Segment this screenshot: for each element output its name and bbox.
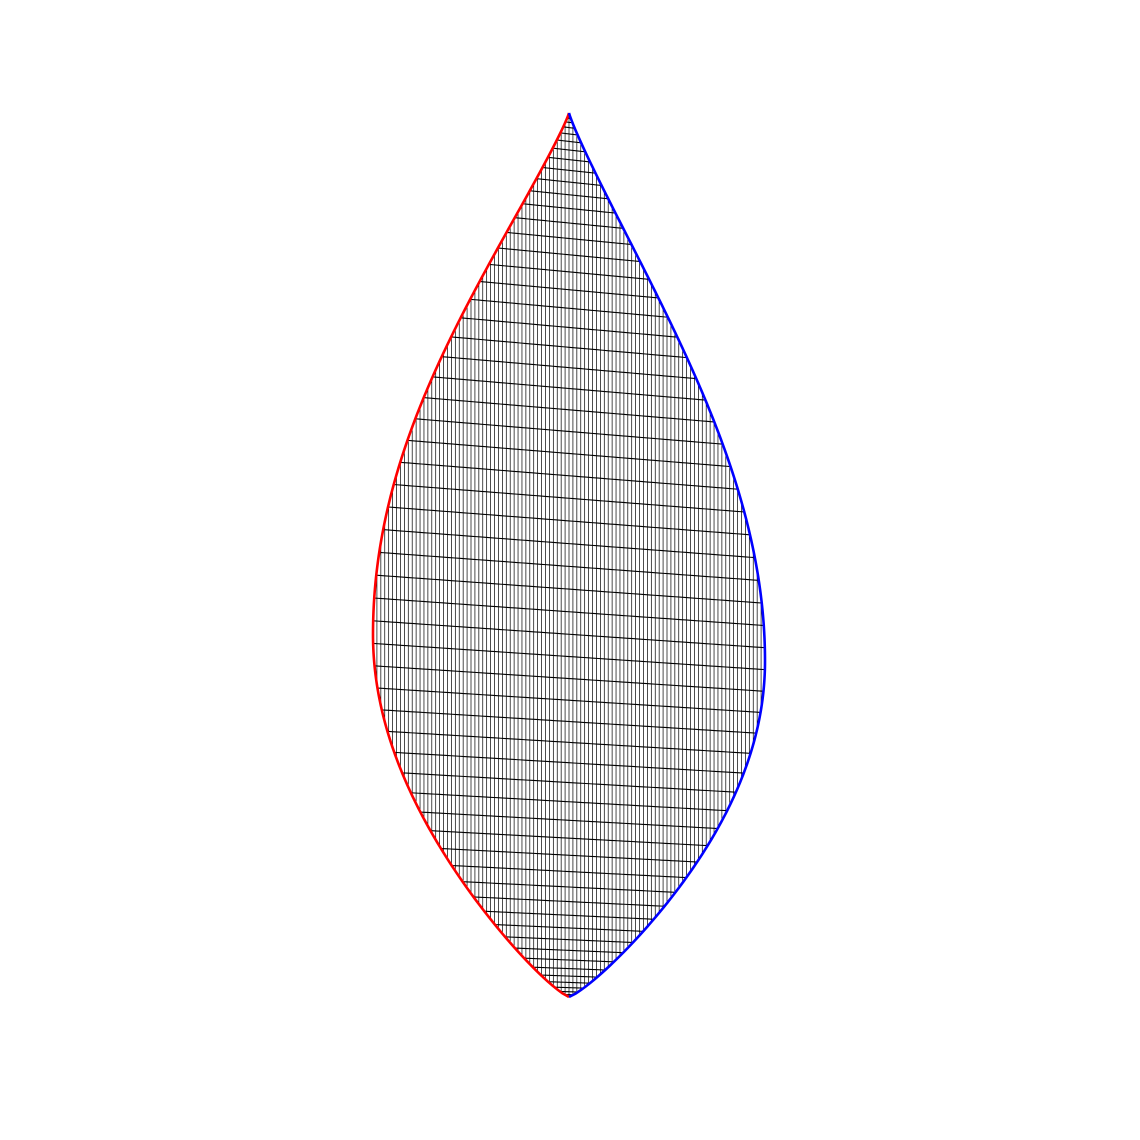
- mesh-figure: [0, 0, 1140, 1140]
